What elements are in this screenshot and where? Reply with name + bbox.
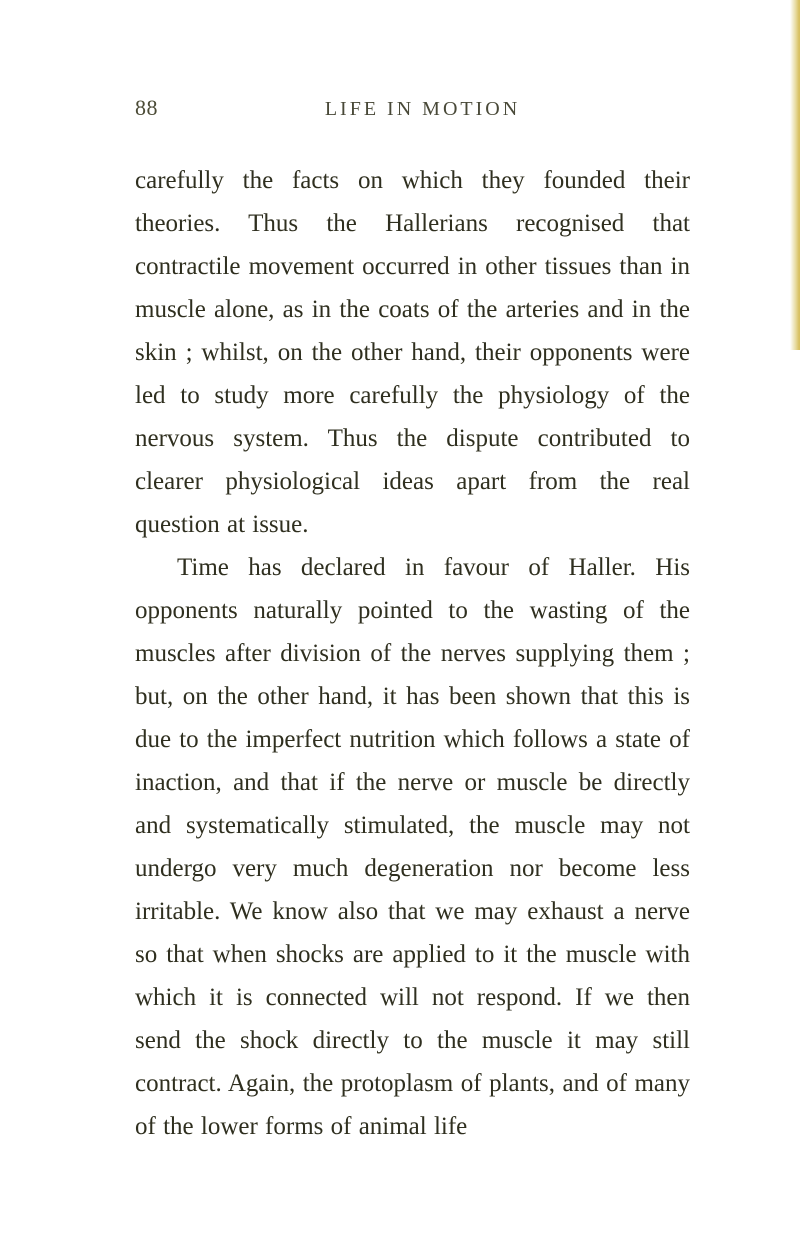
paragraph: carefully the facts on which they founde… bbox=[135, 159, 690, 546]
page-edge-tint bbox=[790, 0, 800, 350]
running-header: 88 LIFE IN MOTION bbox=[135, 95, 690, 121]
book-page: 88 LIFE IN MOTION carefully the facts on… bbox=[0, 0, 800, 1259]
paragraph: Time has declared in favour of Haller. H… bbox=[135, 546, 690, 1148]
running-title: LIFE IN MOTION bbox=[155, 98, 690, 121]
body-text: carefully the facts on which they founde… bbox=[135, 159, 690, 1148]
